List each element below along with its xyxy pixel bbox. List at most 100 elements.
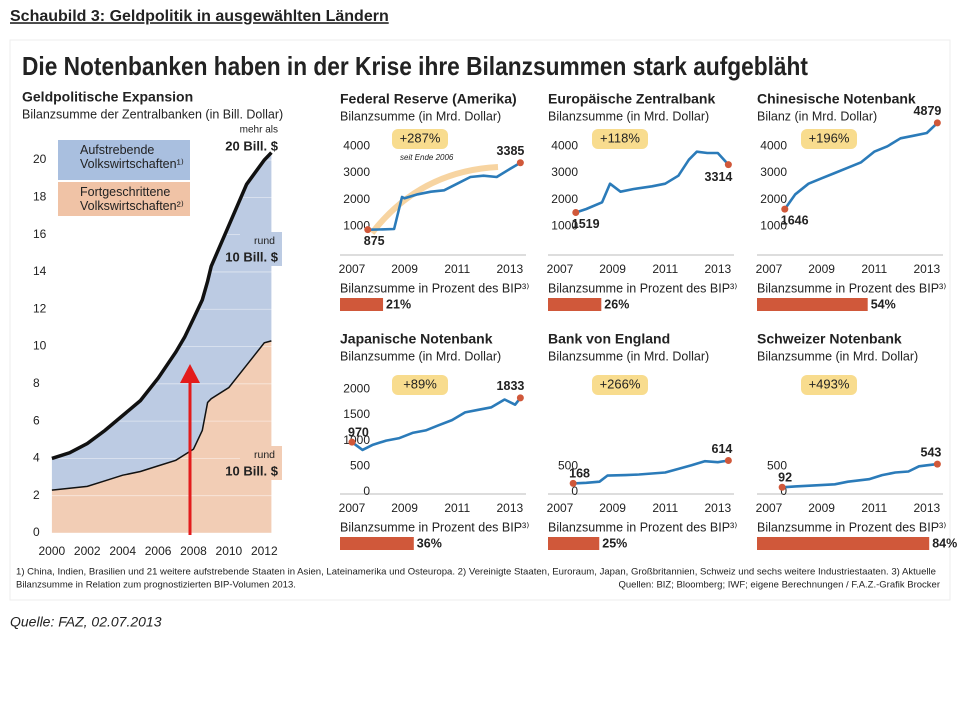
x-tick-label: 2007 [547,262,574,276]
chart-title: Bank von England [548,331,670,347]
y-tick-label: 4000 [760,139,787,153]
bar-value-label: 36% [417,536,442,550]
x-tick-label: 2013 [704,262,731,276]
y-tick-label: 1000 [343,219,370,233]
point [572,208,580,216]
annotation: 10 Bill. $ [225,463,279,478]
value-label: 3385 [497,144,525,158]
x-tick-label: 2010 [216,544,243,558]
area-edge [51,340,272,491]
y-tick-label: 1000 [760,219,787,233]
y-tick-label: 16 [33,227,47,241]
x-tick-label: 2009 [391,501,418,515]
chart-title: Schweizer Notenbank [757,331,902,347]
change-pill [392,129,448,149]
y-tick-label: 2000 [551,192,578,206]
line [575,150,730,214]
bar-value-label: 21% [386,297,411,311]
point [933,119,941,127]
area-fill [51,152,272,491]
bar-value-label: 84% [932,536,957,550]
annotation: rund [254,449,275,461]
point [364,226,372,234]
chart-title: Chinesische Notenbank [757,91,916,107]
value-label: 543 [921,445,942,459]
point [778,483,786,491]
footnote: Bilanzsumme in Relation zum prognostizie… [16,580,296,591]
change-pill [801,129,857,149]
y-tick-label: 0 [571,484,578,498]
change-label: +266% [600,376,641,391]
bar-caption: Bilanzsumme in Prozent des BIP³⁾ [340,520,529,534]
legend-label: Fortgeschrittene Volkswirtschaften²⁾ [80,185,184,213]
x-tick-label: 2000 [39,544,66,558]
chart-subtitle: Bilanzsumme (in Mrd. Dollar) [548,109,709,123]
line [782,462,938,489]
bar-caption: Bilanzsumme in Prozent des BIP³⁾ [548,520,737,534]
change-pill [392,375,448,395]
y-tick-label: 8 [33,376,40,390]
bar-caption: Bilanzsumme in Prozent des BIP³⁾ [340,281,529,295]
footnote: 1) China, Indien, Brasilien und 21 weite… [16,567,936,578]
change-label: +196% [809,130,850,145]
x-tick-label: 2013 [496,262,523,276]
y-tick-label: 2000 [343,381,370,395]
bar [548,537,600,550]
y-tick-label: 2000 [760,192,787,206]
x-tick-label: 2011 [444,262,470,276]
point [724,161,732,169]
change-pill [592,375,648,395]
point [724,456,732,464]
y-tick-label: 0 [33,525,40,539]
point [569,479,577,487]
x-tick-label: 2002 [74,544,101,558]
value-label: 614 [712,442,733,456]
bar-caption: Bilanzsumme in Prozent des BIP³⁾ [757,520,946,534]
x-tick-label: 2011 [652,501,678,515]
change-label: +287% [400,130,441,145]
x-tick-label: 2013 [913,501,940,515]
value-label: 1519 [572,217,600,231]
y-tick-label: 10 [33,339,47,353]
arrow [369,164,499,235]
arrow-head [180,364,200,383]
y-tick-label: 4000 [551,139,578,153]
y-tick-label: 2000 [343,192,370,206]
value-label: 1833 [497,379,525,393]
x-tick-label: 2009 [391,262,418,276]
value-label: 4879 [914,104,942,118]
bar [757,537,930,550]
x-tick-label: 2011 [861,262,887,276]
chart-title: Japanische Notenbank [340,331,493,347]
credits: Quellen: BIZ; Bloomberg; IWF; eigene Ber… [618,580,940,591]
annotation: seit Ende 2006 [400,153,454,162]
x-tick-label: 2007 [547,501,574,515]
x-tick-label: 2004 [109,544,136,558]
y-tick-label: 0 [363,484,370,498]
area-fill [51,340,272,533]
x-tick-label: 2007 [756,262,783,276]
chart-title: Geldpolitische Expansion [22,89,193,105]
x-tick-label: 2013 [496,501,523,515]
change-label: +493% [809,376,850,391]
value-label: 875 [364,234,385,248]
x-tick-label: 2011 [444,501,470,515]
y-tick-label: 2 [33,488,40,502]
legend-label: Aufstrebende Volkswirtschaften¹⁾ [80,143,184,171]
line [351,397,522,452]
annotation: mehr als [240,125,278,136]
area-edge [51,151,273,461]
chart-subtitle: Bilanzsumme (in Mrd. Dollar) [340,109,501,123]
chart-subtitle: Bilanz (in Mrd. Dollar) [757,109,877,123]
x-tick-label: 2007 [339,501,366,515]
chart-subtitle: Bilanzsumme (in Mrd. Dollar) [548,349,709,363]
x-tick-label: 2007 [339,262,366,276]
change-pill [801,375,857,395]
x-tick-label: 2008 [180,544,207,558]
bar [340,537,414,550]
bar [757,298,868,311]
x-tick-label: 2006 [145,544,172,558]
chart-title: Federal Reserve (Amerika) [340,91,517,107]
